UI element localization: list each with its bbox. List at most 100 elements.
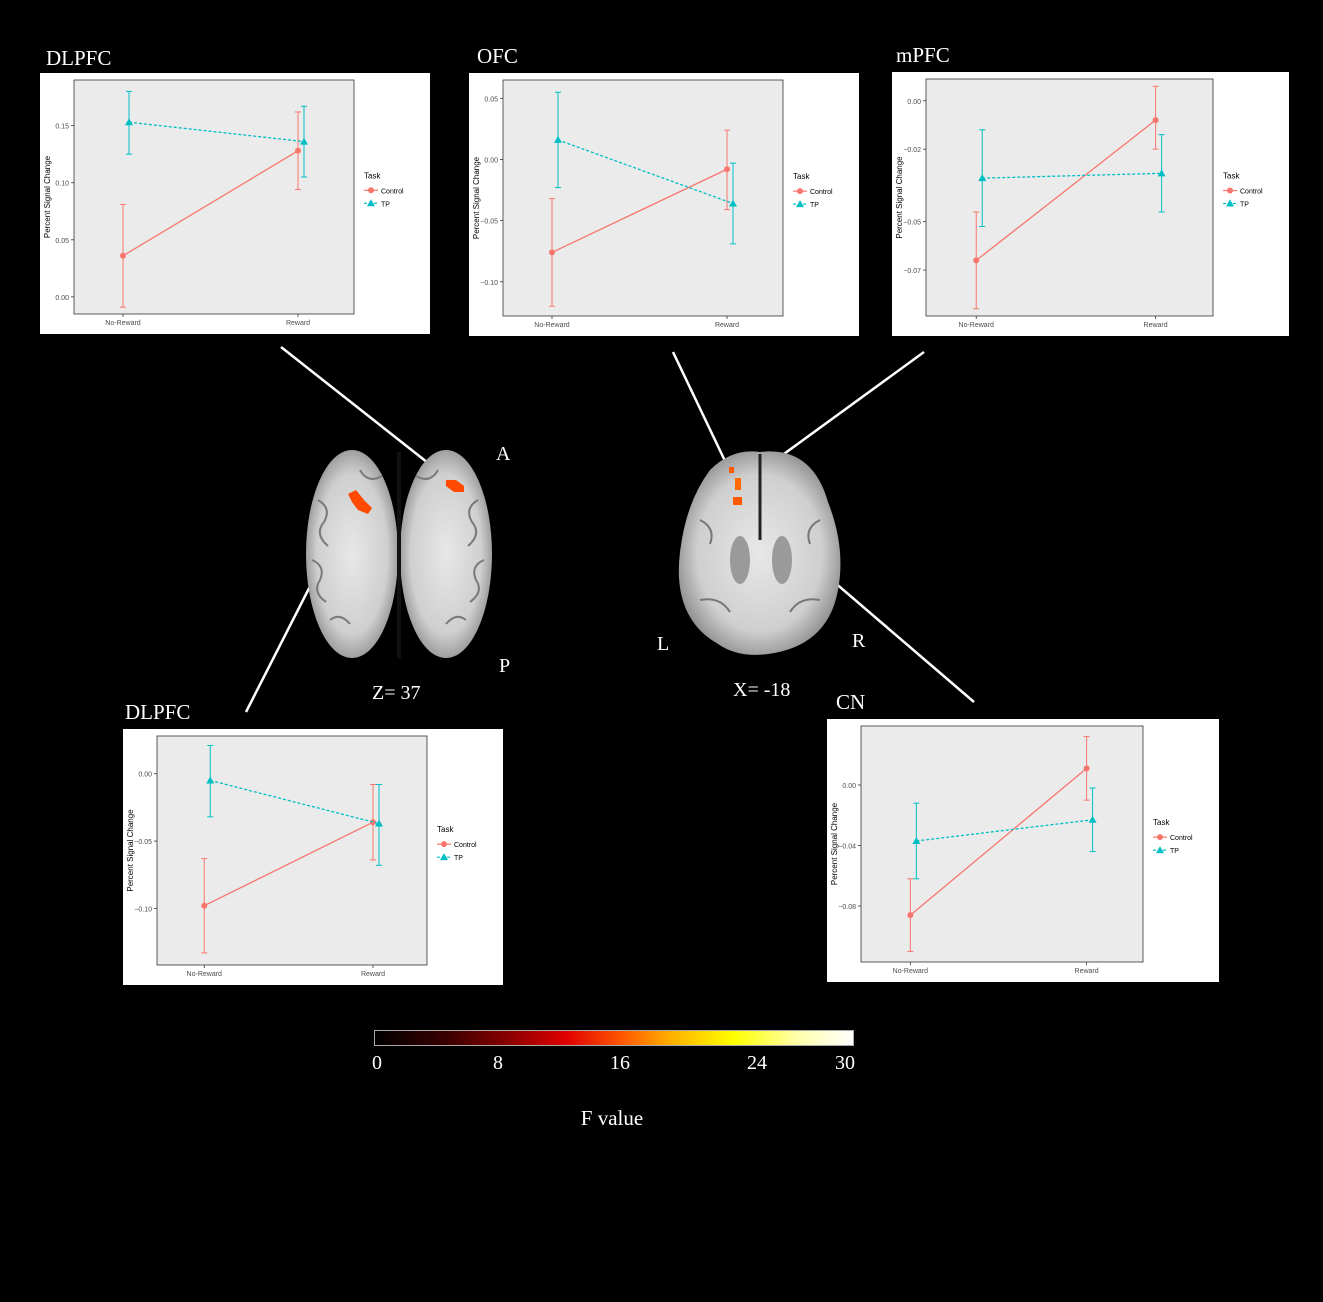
x-tick-label: Reward — [1144, 322, 1168, 329]
data-point-control — [549, 249, 555, 256]
legend-marker-tp — [440, 853, 448, 861]
data-point-control — [370, 819, 376, 826]
y-tick-label: 0.05 — [484, 96, 498, 103]
y-tick-label: −0.05 — [903, 220, 921, 227]
data-point-control — [201, 902, 208, 909]
chart-ofc: −0.10 −0.05 0.00 0.05 No-Reward Reward Percent… — [472, 79, 833, 329]
y-tick-label: −0.05 — [134, 839, 152, 846]
data-point-control — [1152, 117, 1159, 124]
title-ofc: OFC — [477, 44, 518, 68]
data-point-tp — [912, 836, 921, 844]
title-dlpfc-bottom: DLPFC — [125, 700, 191, 724]
x-tick-label: No-Reward — [893, 968, 929, 975]
series-line-tp — [128, 121, 305, 143]
legend-title: Task — [793, 172, 810, 181]
title-mpfc: mPFC — [896, 43, 950, 67]
colorbar-tick: 24 — [747, 1052, 767, 1074]
legend-label: Control — [454, 842, 477, 849]
y-tick-label: 0.00 — [484, 157, 498, 164]
legend-label: TP — [454, 855, 463, 862]
x-tick-label: Reward — [286, 320, 310, 327]
y-tick-label: −0.08 — [838, 904, 856, 911]
label-horizontal-coordinate: X= -18 — [733, 679, 791, 701]
legend-marker-tp — [367, 199, 375, 207]
colorbar-tick: 8 — [493, 1052, 503, 1074]
series-line-control — [909, 767, 1088, 916]
title-cn: CN — [836, 690, 866, 714]
activation-left-dlpfc — [348, 490, 372, 514]
series-line-tp — [557, 139, 734, 205]
legend-label: Control — [1240, 189, 1263, 196]
y-tick-label: 0.00 — [55, 295, 69, 302]
label-right: R — [852, 630, 866, 652]
activation-right-dlpfc — [446, 480, 464, 492]
y-tick-label: −0.10 — [480, 280, 498, 287]
legend-label: TP — [381, 201, 390, 208]
y-axis-label: Percent Signal Change — [895, 156, 904, 239]
x-tick-label: Reward — [715, 322, 739, 329]
title-dlpfc-top: DLPFC — [46, 46, 112, 70]
legend-marker-tp — [1156, 846, 1164, 854]
legend-label: TP — [810, 202, 819, 209]
chart-panel-dlpfc-top: 0.00 0.05 0.10 0.15 No-Reward Reward Percent S… — [40, 73, 430, 334]
colorbar-tick: 30 — [835, 1052, 855, 1074]
data-point-control — [724, 166, 730, 173]
chart-panel-cn: −0.08 −0.04 0.00 No-Reward Reward Percent Sig… — [827, 719, 1219, 982]
y-tick-label: −0.07 — [903, 268, 921, 275]
data-point-control — [1083, 765, 1090, 772]
label-left: L — [657, 633, 670, 655]
data-point-control — [907, 912, 914, 919]
legend-marker-control — [441, 841, 447, 848]
chart-cn: −0.08 −0.04 0.00 No-Reward Reward Percent Sig… — [830, 725, 1193, 975]
data-point-tp — [729, 199, 737, 207]
chart-dlpfc_top: 0.00 0.05 0.10 0.15 No-Reward Reward Percent S… — [43, 79, 404, 327]
horizontal-brain-slice — [678, 451, 841, 655]
activation-ofc — [729, 467, 734, 473]
label-posterior: P — [499, 655, 511, 677]
y-tick-label: 0.10 — [55, 181, 69, 188]
x-tick-label: No-Reward — [105, 320, 141, 327]
legend-label: TP — [1170, 848, 1179, 855]
colorbar-tick: 16 — [610, 1052, 630, 1074]
y-tick-label: 0.15 — [55, 124, 69, 131]
plot-area — [73, 79, 355, 315]
legend-title: Task — [1223, 172, 1240, 181]
data-point-tp — [375, 819, 383, 827]
series-line-control — [975, 119, 1157, 261]
legend-marker-control — [1157, 834, 1163, 841]
y-axis-label: Percent Signal Change — [43, 155, 52, 238]
y-tick-label: −0.04 — [838, 844, 856, 851]
chart-panel-mpfc: −0.07 −0.05 −0.02 0.00 No-Reward Reward Percen… — [892, 72, 1289, 336]
label-axial-coordinate: Z= 37 — [372, 682, 421, 704]
plot-area — [925, 78, 1214, 317]
y-tick-label: 0.05 — [55, 238, 69, 245]
legend-marker-control — [797, 188, 803, 195]
axial-brain-slice — [306, 450, 492, 658]
chart-dlpfc_bottom: −0.10 −0.05 0.00 No-Reward Reward Percent Sig… — [126, 735, 477, 978]
data-point-control — [973, 257, 980, 264]
legend-marker-tp — [796, 200, 804, 208]
y-tick-label: −0.02 — [903, 147, 921, 154]
colorbar — [374, 1030, 854, 1046]
x-tick-label: No-Reward — [187, 971, 223, 978]
y-tick-label: 0.00 — [842, 783, 856, 790]
series-line-tp — [210, 779, 380, 825]
legend-label: Control — [810, 189, 833, 196]
series-line-tp — [916, 819, 1093, 842]
legend-label: Control — [1170, 835, 1193, 842]
legend-marker-control — [1227, 187, 1233, 194]
plot-area — [860, 725, 1144, 963]
activation-cn — [733, 497, 742, 505]
series-line-control — [122, 150, 299, 257]
x-tick-label: No-Reward — [959, 322, 995, 329]
label-anterior: A — [496, 443, 511, 465]
y-tick-label: −0.10 — [134, 906, 152, 913]
data-point-tp — [125, 118, 133, 126]
plot-area — [156, 735, 428, 966]
legend-marker-tp — [1226, 199, 1234, 207]
x-tick-label: No-Reward — [534, 322, 570, 329]
data-point-tp — [978, 174, 987, 182]
legend-title: Task — [1153, 818, 1170, 827]
y-axis-label: Percent Signal Change — [126, 809, 135, 892]
